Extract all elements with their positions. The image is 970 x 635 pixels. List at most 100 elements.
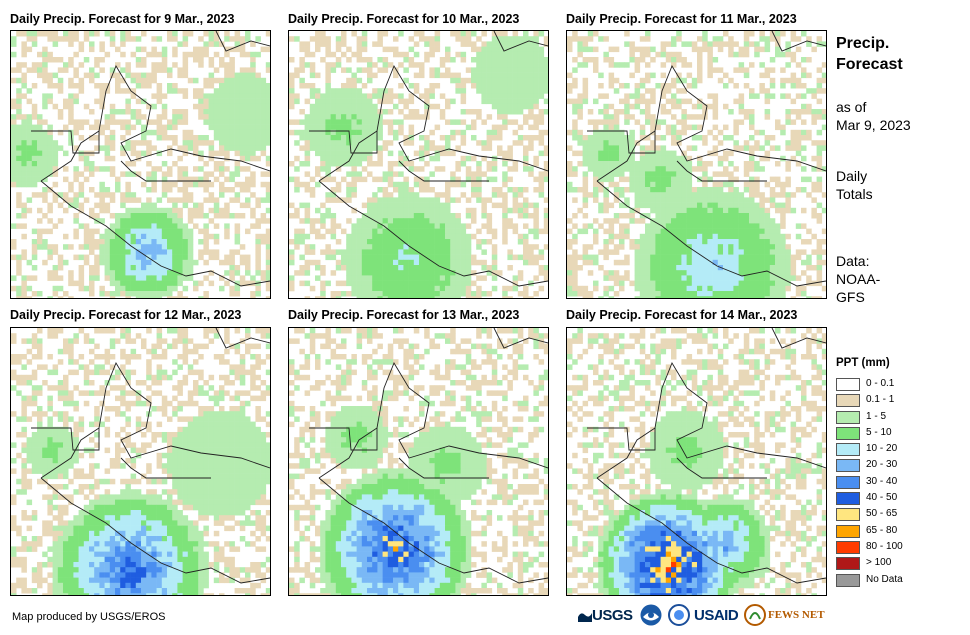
precip-cell xyxy=(754,285,760,292)
precip-cell xyxy=(801,291,807,297)
precip-cell xyxy=(11,155,17,162)
precip-cell xyxy=(608,285,615,292)
precip-cell xyxy=(650,291,656,297)
precip-cell xyxy=(749,280,755,287)
precip-cell xyxy=(743,265,750,271)
precip-cell xyxy=(686,244,693,250)
precip-cell xyxy=(619,135,625,141)
precip-cell xyxy=(780,223,786,229)
precip-cell xyxy=(582,98,589,105)
precip-cell xyxy=(161,103,168,110)
precip-cell xyxy=(733,67,739,73)
precip-cell xyxy=(120,259,126,266)
precip-cell xyxy=(671,166,677,172)
precip-cell xyxy=(582,187,589,193)
precip-cell xyxy=(361,166,368,172)
precip-cell xyxy=(341,83,347,89)
precip-cell xyxy=(187,265,194,271)
precip-cell xyxy=(780,218,786,224)
precip-cell xyxy=(203,135,209,141)
precip-cell xyxy=(346,239,352,245)
precip-cell xyxy=(203,77,209,84)
precip-field xyxy=(11,31,270,298)
precip-cell xyxy=(330,129,337,136)
precip-cell xyxy=(676,296,682,298)
precip-cell xyxy=(460,259,467,266)
precip-cell xyxy=(639,259,646,266)
precip-cell xyxy=(572,213,578,219)
precip-cell xyxy=(42,155,48,162)
precip-cell xyxy=(172,296,178,298)
precip-cell xyxy=(533,291,539,297)
precip-cell xyxy=(73,145,79,151)
precip-cell xyxy=(351,192,357,198)
precip-cell xyxy=(686,228,693,235)
precip-cell xyxy=(460,155,467,162)
precip-cell xyxy=(686,192,693,198)
precip-cell xyxy=(299,145,305,151)
precip-cell xyxy=(645,213,651,219)
precip-cell xyxy=(16,181,22,188)
precip-cell xyxy=(304,181,311,188)
precip-cell xyxy=(260,150,267,157)
precip-cell xyxy=(203,176,209,183)
precip-cell xyxy=(78,270,85,276)
precip-cell xyxy=(130,114,137,120)
precip-cell xyxy=(728,109,734,115)
precip-cell xyxy=(639,265,646,271)
precip-cell xyxy=(172,202,178,209)
precip-cell xyxy=(702,103,708,110)
precip-cell xyxy=(795,36,802,42)
precip-cell xyxy=(63,233,69,240)
precip-cell xyxy=(26,155,33,162)
precip-cell xyxy=(806,259,812,266)
precip-cell xyxy=(634,181,641,188)
precip-cell xyxy=(89,338,95,344)
precip-cell xyxy=(665,57,672,63)
precip-cell xyxy=(172,135,178,141)
precip-cell xyxy=(356,51,363,58)
precip-cell xyxy=(723,223,729,229)
precip-cell xyxy=(507,155,513,162)
precip-cell xyxy=(299,62,305,68)
precip-cell xyxy=(229,77,235,84)
precip-cell xyxy=(733,239,739,245)
precip-cell xyxy=(497,145,503,151)
precip-cell xyxy=(141,254,147,261)
precip-cell xyxy=(372,291,378,297)
precip-cell xyxy=(198,296,204,298)
precip-cell xyxy=(603,119,609,125)
precip-cell xyxy=(486,166,493,172)
precip-cell xyxy=(130,140,137,146)
precip-cell xyxy=(346,249,352,255)
precip-cell xyxy=(665,41,672,47)
precip-cell xyxy=(125,98,131,105)
precip-cell xyxy=(265,254,270,261)
precip-cell xyxy=(691,46,698,53)
precip-cell xyxy=(403,291,409,297)
precip-cell xyxy=(775,124,781,131)
precip-cell xyxy=(182,275,189,281)
precip-cell xyxy=(445,135,451,141)
precip-cell xyxy=(367,233,373,240)
precip-cell xyxy=(497,187,503,193)
precip-cell xyxy=(455,213,461,219)
precip-cell xyxy=(660,46,667,53)
precip-cell xyxy=(486,51,493,58)
precip-cell xyxy=(229,129,235,136)
precip-cell xyxy=(177,233,183,240)
precip-cell xyxy=(811,213,817,219)
precip-cell xyxy=(749,124,755,131)
precip-cell xyxy=(582,155,589,162)
precip-cell xyxy=(229,369,235,376)
precip-cell xyxy=(141,135,147,141)
precip-cell xyxy=(109,103,116,110)
precip-cell xyxy=(104,348,111,355)
precip-cell xyxy=(94,145,100,151)
precip-cell xyxy=(538,249,545,255)
precip-cell xyxy=(104,291,111,297)
precip-cell xyxy=(419,93,425,99)
precip-cell xyxy=(572,166,578,172)
precip-cell xyxy=(676,119,682,125)
precip-cell xyxy=(141,57,147,63)
